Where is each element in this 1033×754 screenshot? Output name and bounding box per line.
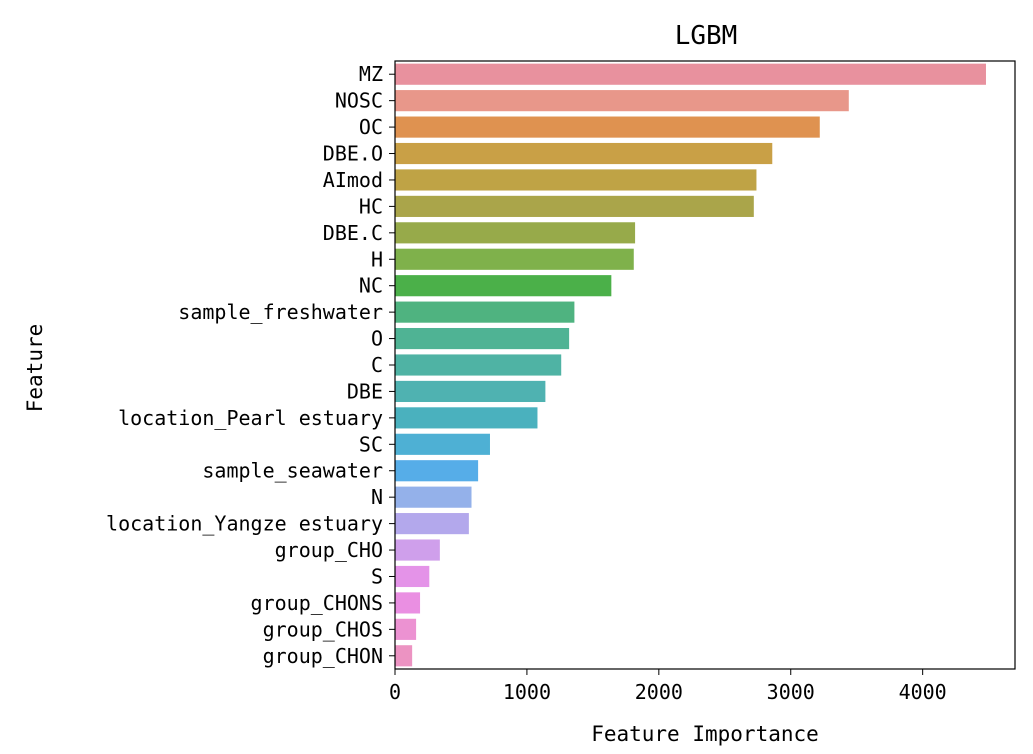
- bar-o: [395, 327, 570, 350]
- bar-sample-seawater: [395, 460, 479, 482]
- bar-dbe-o: [395, 142, 773, 165]
- y-tick-label: group_CHO: [275, 538, 383, 562]
- bar-group-chons: [395, 592, 421, 614]
- bar-dbe-c: [395, 222, 636, 244]
- y-tick-label: group_CHON: [263, 644, 383, 668]
- y-tick-label: DBE: [347, 379, 383, 403]
- x-tick-label: 2000: [635, 680, 683, 704]
- y-tick-label: H: [371, 247, 383, 271]
- y-tick-labels: MZNOSCOCDBE.OAImodHCDBE.CHNCsample_fresh…: [106, 62, 395, 668]
- y-axis-label: Feature: [23, 324, 47, 413]
- bar-group-cho: [395, 539, 440, 561]
- x-tick-label: 1000: [503, 680, 551, 704]
- bar-group-chos: [395, 618, 417, 640]
- y-tick-label: O: [371, 327, 383, 351]
- bar-s: [395, 565, 430, 588]
- x-tick-label: 0: [389, 680, 401, 704]
- bar-dbe: [395, 380, 546, 403]
- y-tick-label: sample_seawater: [202, 459, 383, 483]
- y-tick-label: sample_freshwater: [178, 300, 383, 324]
- y-tick-label: group_CHONS: [251, 591, 383, 615]
- bar-group-chon: [395, 645, 413, 667]
- y-tick-label: location_Pearl estuary: [118, 406, 383, 430]
- bar-nc: [395, 275, 612, 297]
- bar-mz: [395, 63, 986, 85]
- y-tick-label: MZ: [359, 62, 383, 86]
- x-tick-label: 4000: [899, 680, 947, 704]
- y-tick-label: NC: [359, 274, 383, 298]
- y-tick-label: SC: [359, 432, 383, 456]
- bar-location-yangze-estuary: [395, 513, 469, 535]
- y-tick-label: OC: [359, 115, 383, 139]
- y-tick-label: AImod: [323, 168, 383, 192]
- y-tick-label: DBE.O: [323, 142, 383, 166]
- chart-title: LGBM: [675, 21, 738, 51]
- y-tick-label: C: [371, 353, 383, 377]
- plot-frame: [394, 60, 1016, 670]
- bar-location-pearl-estuary: [395, 407, 538, 429]
- bar-sc: [395, 433, 490, 455]
- y-tick-label: NOSC: [335, 89, 383, 113]
- bar-c: [395, 354, 562, 376]
- y-tick-label: location_Yangze estuary: [106, 512, 383, 536]
- y-tick-label: DBE.C: [323, 221, 383, 245]
- bar-n: [395, 486, 472, 508]
- bar-oc: [395, 116, 820, 138]
- bar-sample-freshwater: [395, 301, 575, 323]
- x-tick-labels: 0 1000 2000 3000 4000: [389, 669, 947, 704]
- y-tick-label: HC: [359, 194, 383, 218]
- bar-aimod: [395, 169, 757, 191]
- y-tick-label: group_CHOS: [263, 617, 383, 641]
- bar-h: [395, 248, 634, 270]
- y-tick-label: N: [371, 485, 383, 509]
- bar-hc: [395, 195, 754, 217]
- y-tick-label: S: [371, 564, 383, 588]
- bars-layer: [395, 63, 986, 667]
- bar-nosc: [395, 90, 849, 112]
- x-axis-label: Feature Importance: [591, 722, 819, 746]
- x-tick-label: 3000: [767, 680, 815, 704]
